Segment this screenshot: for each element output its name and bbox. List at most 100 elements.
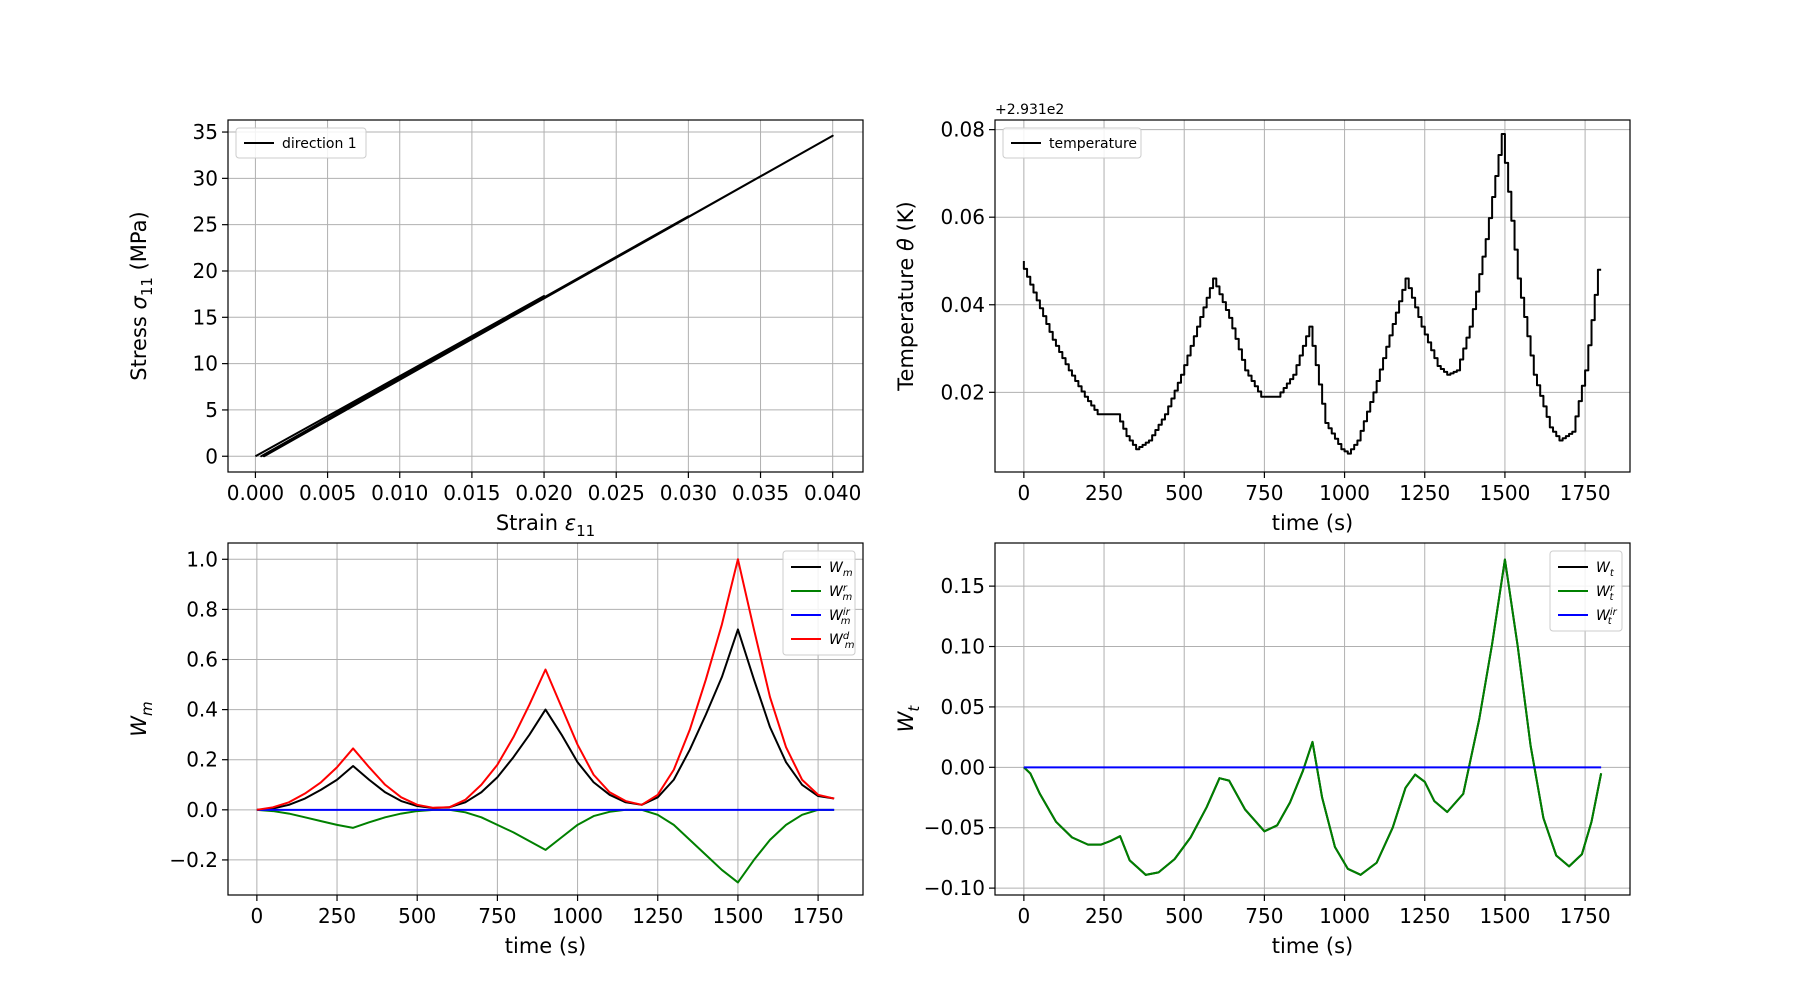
y-tick-label: 0.8 — [186, 597, 218, 621]
axis-offset-text: +2.931e2 — [995, 102, 1064, 118]
y-tick-label: 25 — [193, 213, 218, 237]
x-tick-label: 0.005 — [299, 481, 356, 505]
legend-label: direction 1 — [282, 136, 357, 152]
x-tick-label: 1750 — [1560, 481, 1611, 505]
x-tick-label: 250 — [1085, 481, 1123, 505]
legend: temperature — [1002, 127, 1142, 159]
y-tick-label: 20 — [193, 259, 218, 283]
y-tick-label: 10 — [193, 352, 218, 376]
panel-stress_strain: 0.000 0.005 0.010 0.015 0.020 0.025 0.030 0.035… — [127, 119, 864, 540]
x-tick-label: 0.010 — [371, 481, 428, 505]
panel-wm: 0 250 500 750 1000 1250 1500 1750 −0.2 0.0 0.2 0.4 0… — [127, 542, 864, 958]
axes-frame — [994, 119, 1631, 473]
y-tick-label: −0.05 — [924, 816, 985, 840]
series-line-1 — [256, 808, 835, 884]
series-group — [254, 134, 834, 458]
x-tick-label: 0 — [250, 904, 263, 928]
x-tick-label: 0 — [1017, 481, 1030, 505]
x-tick-label: 500 — [398, 904, 436, 928]
y-tick-label: 1.0 — [186, 547, 218, 571]
x-tick-label: 0.040 — [804, 481, 861, 505]
series-line-3 — [256, 558, 835, 811]
y-tick-label: 0.4 — [186, 698, 218, 722]
y-tick-label: 0 — [205, 444, 218, 468]
legend-label: temperature — [1049, 136, 1137, 152]
panel-wt: 0 250 500 750 1000 1250 1500 1750 −0.10 −0.05 0.00… — [894, 542, 1631, 958]
y-tick-label: 0.10 — [940, 635, 985, 659]
legend-label: Wm — [829, 560, 853, 579]
series-group — [1022, 133, 1602, 455]
series-line-1 — [1023, 558, 1603, 876]
y-tick-label: 0.6 — [186, 647, 218, 671]
x-axis-label: time (s) — [505, 934, 586, 958]
y-tick-label: 0.04 — [940, 293, 985, 317]
legend-label: Wt — [1596, 560, 1615, 579]
y-axis-label: Wt — [894, 705, 923, 733]
x-tick-label: 250 — [1085, 904, 1123, 928]
y-tick-label: 5 — [205, 398, 218, 422]
series-group — [1023, 558, 1603, 876]
y-axis-label: Stress σ11 (MPa) — [127, 211, 156, 380]
x-tick-label: 500 — [1165, 481, 1203, 505]
legend-label: Wir t — [1596, 607, 1618, 627]
x-tick-label: 0.030 — [660, 481, 717, 505]
legend: direction 1 — [235, 127, 367, 159]
series-group — [256, 558, 835, 884]
y-tick-label: 35 — [193, 120, 218, 144]
legend: Wt Wr t Wir t — [1549, 550, 1623, 632]
x-tick-label: 1000 — [1319, 904, 1370, 928]
legend-box — [782, 550, 856, 656]
x-tick-label: 750 — [478, 904, 516, 928]
x-tick-label: 250 — [318, 904, 356, 928]
x-tick-label: 1250 — [1399, 481, 1450, 505]
legend-label: Wr m — [829, 583, 852, 603]
x-axis-label: Strain ε11 — [496, 511, 595, 540]
y-tick-label: −0.2 — [169, 848, 218, 872]
axes-frame — [227, 119, 864, 473]
y-tick-label: 0.05 — [940, 695, 985, 719]
legend-label: Wir m — [829, 607, 851, 627]
x-tick-label: 1500 — [1479, 481, 1530, 505]
axes-frame — [994, 542, 1631, 896]
series-line-0 — [1022, 133, 1602, 455]
x-tick-label: 750 — [1245, 904, 1283, 928]
x-tick-label: 0.000 — [227, 481, 284, 505]
y-tick-label: 0.00 — [940, 755, 985, 779]
y-tick-label: 0.08 — [940, 118, 985, 142]
x-tick-label: 1250 — [632, 904, 683, 928]
x-axis-label: time (s) — [1272, 511, 1353, 535]
legend: Wm Wr m Wir m Wd m — [782, 550, 856, 656]
x-tick-label: 0.020 — [515, 481, 572, 505]
series-line-0 — [254, 134, 834, 458]
y-tick-label: 0.02 — [940, 380, 985, 404]
x-tick-label: 1000 — [552, 904, 603, 928]
y-tick-label: 0.2 — [186, 748, 218, 772]
x-tick-label: 1500 — [1479, 904, 1530, 928]
legend-box — [1002, 127, 1142, 159]
x-tick-label: 0.015 — [443, 481, 500, 505]
x-tick-label: 1750 — [793, 904, 844, 928]
y-tick-label: 0.15 — [940, 574, 985, 598]
legend-box — [235, 127, 367, 159]
series-line-0 — [256, 628, 835, 811]
x-tick-label: 1500 — [712, 904, 763, 928]
y-tick-label: 0.0 — [186, 798, 218, 822]
y-tick-label: 0.06 — [940, 205, 985, 229]
y-tick-label: 15 — [193, 305, 218, 329]
y-axis-label: Temperature θ (K) — [894, 201, 918, 391]
x-tick-label: 0.035 — [732, 481, 789, 505]
gridlines — [228, 120, 863, 472]
panels: 0.000 0.005 0.010 0.015 0.020 0.025 0.030 0.035… — [127, 102, 1631, 958]
legend-label: Wr t — [1596, 583, 1615, 603]
axes-frame — [227, 542, 864, 896]
y-axis-label: Wm — [127, 701, 156, 736]
x-axis-label: time (s) — [1272, 934, 1353, 958]
y-tick-label: 30 — [193, 166, 218, 190]
x-tick-label: 0 — [1017, 904, 1030, 928]
legend-label: Wd m — [829, 631, 855, 651]
x-tick-label: 500 — [1165, 904, 1203, 928]
x-tick-label: 1750 — [1560, 904, 1611, 928]
panel-temperature: 0 250 500 750 1000 1250 1500 1750 0.02 0.04 0.06 0.… — [894, 102, 1631, 535]
